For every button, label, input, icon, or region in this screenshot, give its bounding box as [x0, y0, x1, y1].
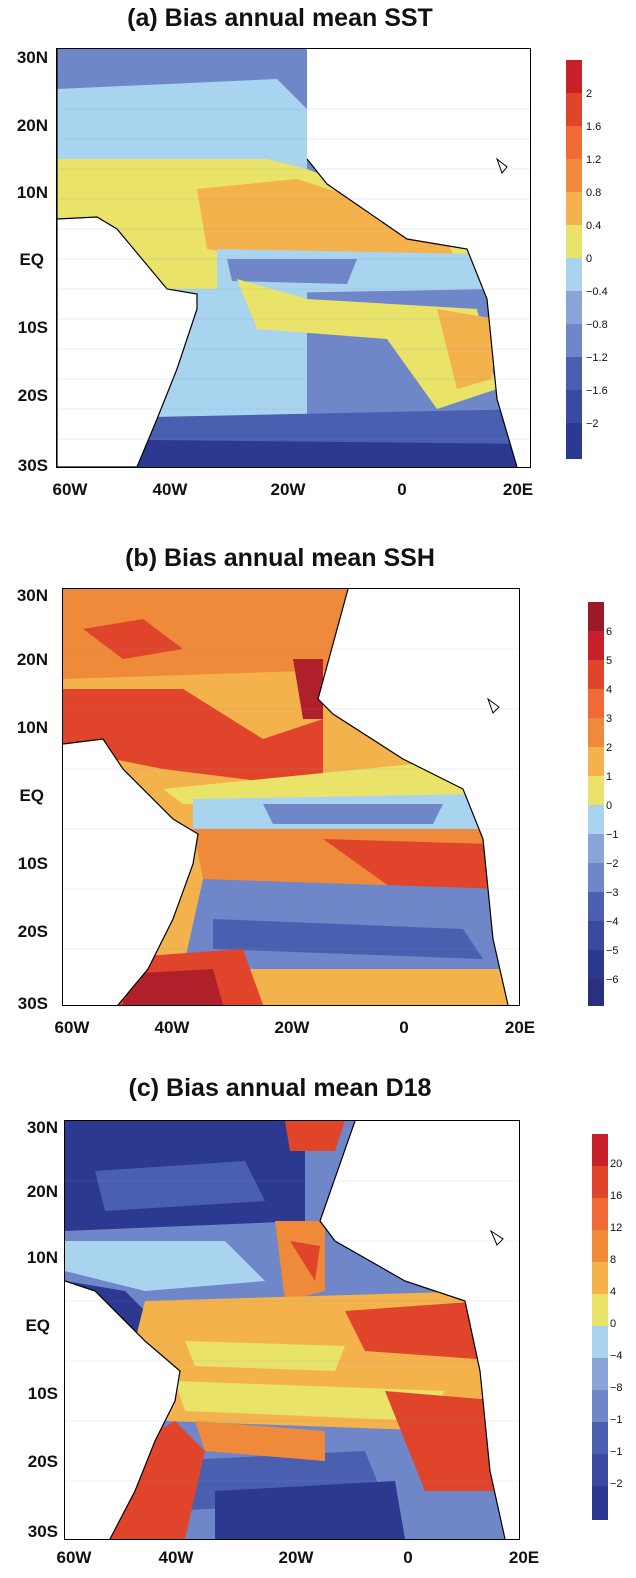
lon-label: 20E [504, 1018, 536, 1037]
lat-label: 20N [26, 1182, 58, 1201]
sst-bias-map [56, 48, 531, 468]
panel-title: (b) Bias annual mean SSH [125, 544, 435, 572]
panel-ssh: (b) Bias annual mean SSH 30N 20N 10N EQ … [0, 530, 636, 1050]
lon-label: 20E [502, 480, 534, 499]
lat-label: 30N [16, 586, 48, 605]
lon-label: 0 [403, 1548, 413, 1567]
cbar-tick: 4 [610, 1286, 617, 1298]
lat-label: EQ [19, 786, 44, 805]
lon-label: 20W [274, 1018, 310, 1037]
cbar-tick: −1.6 [586, 385, 608, 397]
sst-field [57, 49, 530, 467]
cbar-tick: 6 [606, 626, 613, 638]
cbar-tick: −6 [606, 974, 619, 986]
cbar-tick: 5 [606, 655, 613, 667]
cbar-tick: −0.4 [586, 286, 608, 298]
cbar-tick: −0.8 [586, 319, 608, 331]
d18-field [65, 1121, 519, 1539]
lat-label: 10S [17, 854, 48, 873]
cbar-tick: −3 [606, 887, 619, 899]
cbar-tick: −2 [610, 1478, 623, 1490]
lat-label: 20N [16, 650, 48, 669]
lon-label: 0 [397, 480, 407, 499]
cbar-tick: 8 [610, 1254, 617, 1266]
cbar-tick: −4 [610, 1350, 623, 1362]
cbar-tick: −1 [610, 1414, 623, 1426]
d18-colorbar [592, 1134, 608, 1520]
lon-label: 20W [270, 480, 306, 499]
lat-label: 30S [27, 1522, 58, 1541]
cbar-tick: −2 [606, 858, 619, 870]
cbar-tick: 1.6 [586, 121, 602, 133]
lon-label: 40W [152, 480, 188, 499]
lat-label: 10N [16, 183, 48, 202]
cbar-tick: −2 [586, 418, 599, 430]
lon-label: 20W [278, 1548, 314, 1567]
cbar-tick: 0 [606, 800, 613, 812]
lat-label: 30S [17, 994, 48, 1013]
ssh-bias-map [62, 588, 520, 1006]
panel-sst: (a) Bias annual mean SST 30N 20N 10N EQ … [0, 0, 636, 520]
lon-label: 20E [508, 1548, 540, 1567]
lat-label: 10N [26, 1248, 58, 1267]
cbar-tick: −1.2 [586, 352, 608, 364]
cbar-tick: 2 [606, 742, 613, 754]
cbar-tick: −5 [606, 945, 619, 957]
lat-label: 20S [17, 386, 48, 405]
cbar-tick: 2 [586, 88, 593, 100]
lat-label: 10S [17, 318, 48, 337]
lat-label: 20S [17, 922, 48, 941]
lon-label: 40W [158, 1548, 194, 1567]
cbar-tick: −1 [606, 829, 619, 841]
lat-label: EQ [19, 250, 44, 269]
cbar-tick: 3 [606, 713, 613, 725]
cbar-tick: 0.8 [586, 187, 602, 199]
lat-label: 30S [17, 456, 48, 475]
cbar-tick: −1 [610, 1446, 623, 1458]
cbar-tick: 0 [586, 253, 593, 265]
cbar-tick: 12 [610, 1222, 623, 1234]
cbar-tick: 1.2 [586, 154, 602, 166]
lat-label: 30N [26, 1118, 58, 1137]
cbar-tick: 0 [610, 1318, 617, 1330]
lat-label: 20S [27, 1452, 58, 1471]
ssh-field [63, 589, 519, 1005]
lat-label: 10S [27, 1384, 58, 1403]
cbar-tick: −8 [610, 1382, 623, 1394]
lon-label: 0 [399, 1018, 409, 1037]
lat-label: 30N [16, 48, 48, 67]
ssh-colorbar [588, 602, 604, 1006]
lat-label: 10N [16, 718, 48, 737]
lat-label: EQ [25, 1316, 50, 1335]
cbar-tick: −4 [606, 916, 619, 928]
panel-title: (c) Bias annual mean D18 [128, 1074, 432, 1102]
panel-d18: (c) Bias annual mean D18 30N 20N 10N EQ … [0, 1060, 636, 1578]
lon-label: 60W [52, 480, 88, 499]
d18-bias-map [64, 1120, 520, 1540]
cbar-tick: 16 [610, 1190, 623, 1202]
sst-colorbar [566, 60, 582, 462]
cbar-tick: 20 [610, 1158, 623, 1170]
lon-label: 40W [154, 1018, 190, 1037]
cbar-tick: 1 [606, 771, 613, 783]
lon-label: 60W [56, 1548, 92, 1567]
lat-label: 20N [16, 116, 48, 135]
cbar-tick: 4 [606, 684, 613, 696]
cbar-tick: 0.4 [586, 220, 602, 232]
lon-label: 60W [54, 1018, 90, 1037]
panel-title: (a) Bias annual mean SST [127, 4, 433, 32]
